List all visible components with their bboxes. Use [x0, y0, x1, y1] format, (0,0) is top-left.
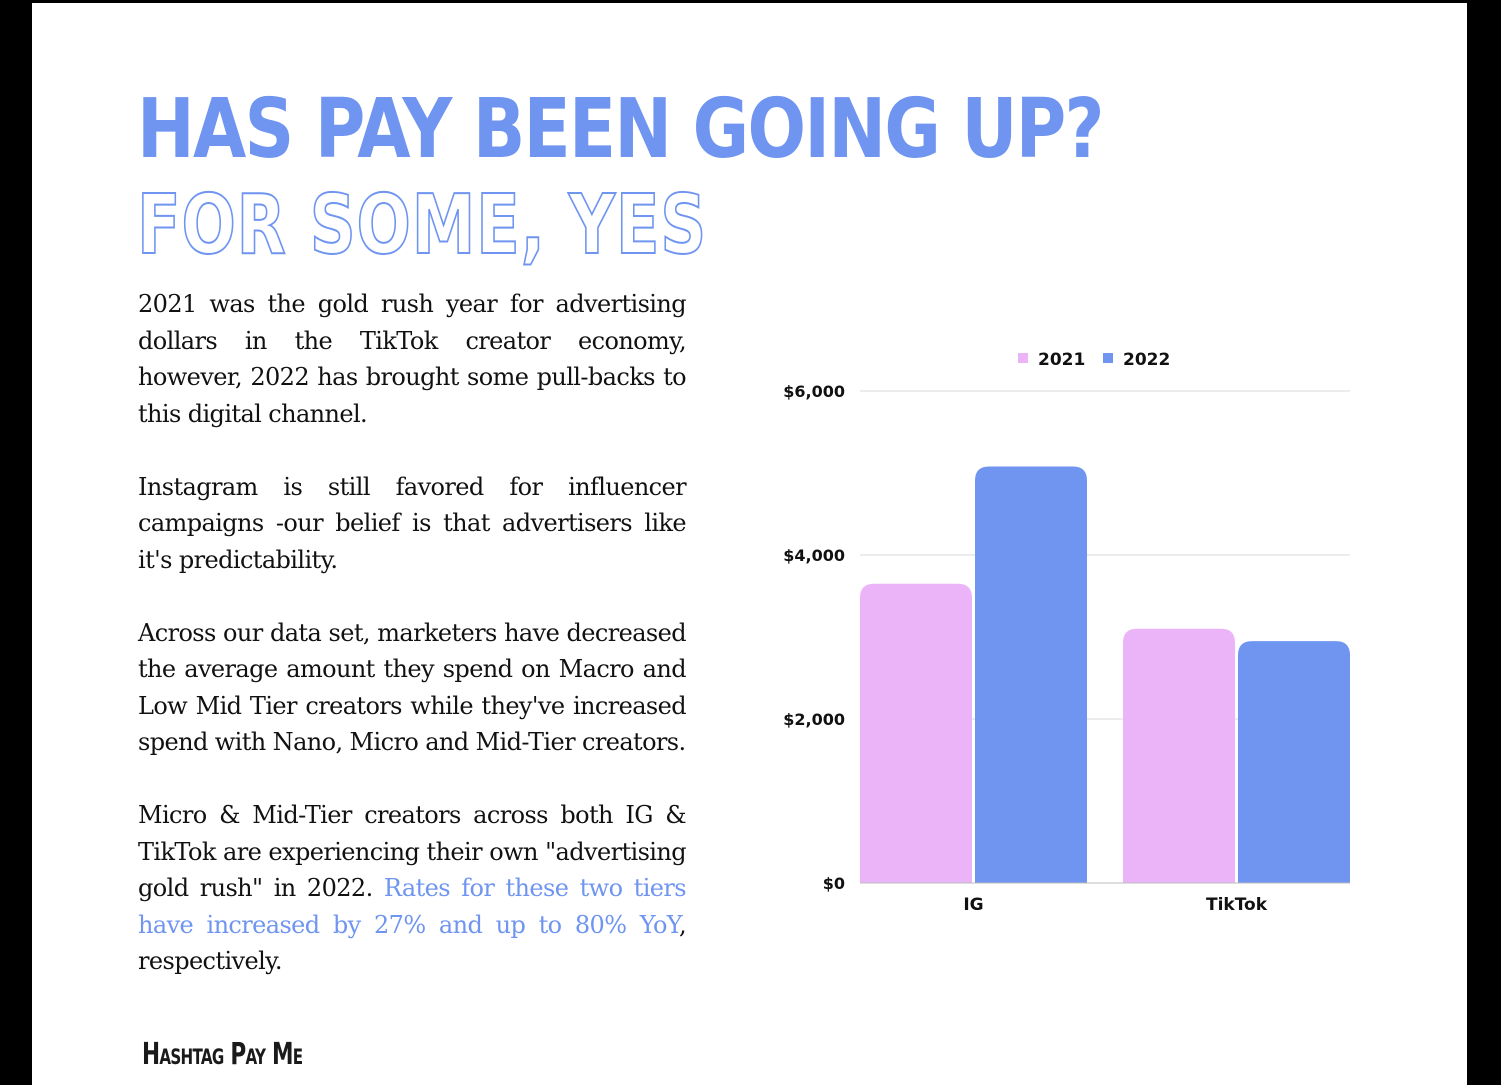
paragraph-2: Instagram is still favored for influence… [138, 472, 687, 574]
y-tick-label: $0 [823, 874, 845, 893]
paragraph-1: 2021 was the gold rush year for advertis… [138, 290, 687, 428]
x-tick-label: IG [963, 895, 983, 915]
legend-label-2021: 2021 [1038, 350, 1085, 370]
paragraph-4-end: , respectively. [138, 910, 687, 976]
paragraph-4-start: Micro & Mid-Tier creators across both IG… [138, 801, 687, 902]
page-subtitle: FOR SOME, YES [136, 178, 708, 273]
legend-label-2022: 2022 [1123, 350, 1170, 370]
legend-swatch-2022 [1103, 353, 1113, 363]
bar-2021-ig [860, 583, 972, 883]
y-tick-label: $2,000 [783, 710, 845, 729]
paragraph-4: Micro & Mid-Tier creators across both IG… [138, 797, 687, 980]
y-tick-label: $6,000 [783, 382, 845, 401]
bar-2022-tiktok [1238, 641, 1350, 883]
y-tick-label: $4,000 [783, 546, 845, 565]
x-tick-label: TikTok [1206, 895, 1268, 915]
paragraph-4-highlight: Rates for these two tiers have increased… [138, 874, 687, 939]
legend-swatch-2021 [1018, 353, 1028, 363]
body-text: 2021 was the gold rush year for advertis… [138, 286, 687, 1016]
bar-2022-ig [975, 466, 1087, 883]
page: HAS PAY BEEN GOING UP? FOR SOME, YES 202… [32, 3, 1467, 1085]
page-title: HAS PAY BEEN GOING UP? [137, 82, 1104, 177]
brand-logo: Hashtag Pay Me [142, 1037, 303, 1072]
bar-2021-tiktok [1123, 628, 1235, 883]
paragraph-3: Across our data set, marketers have decr… [138, 618, 687, 757]
